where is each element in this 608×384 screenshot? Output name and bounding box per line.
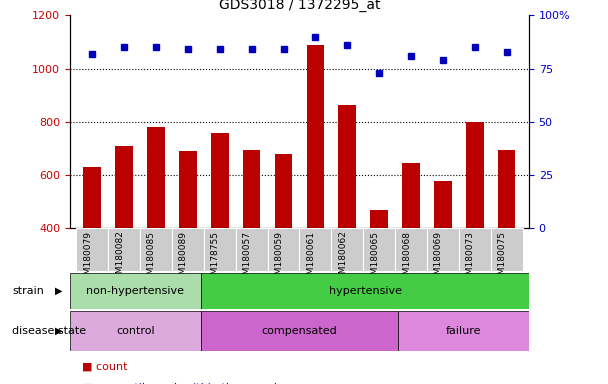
Bar xyxy=(466,122,483,228)
Text: disease state: disease state xyxy=(12,326,86,336)
Text: GSM180082: GSM180082 xyxy=(115,230,124,285)
Bar xyxy=(70,273,201,309)
Bar xyxy=(268,228,299,271)
Text: GSM180069: GSM180069 xyxy=(434,230,443,286)
Bar xyxy=(339,104,356,228)
Text: ■ percentile rank within the sample: ■ percentile rank within the sample xyxy=(82,383,284,384)
Bar xyxy=(491,228,523,271)
Text: ■ count: ■ count xyxy=(82,362,128,372)
Bar xyxy=(300,228,331,271)
Text: failure: failure xyxy=(446,326,481,336)
Text: GSM180062: GSM180062 xyxy=(338,230,347,285)
Bar xyxy=(108,228,140,271)
Bar xyxy=(275,154,292,228)
Title: GDS3018 / 1372295_at: GDS3018 / 1372295_at xyxy=(219,0,380,12)
Bar xyxy=(211,132,229,228)
Text: compensated: compensated xyxy=(261,326,337,336)
Bar xyxy=(83,167,101,228)
Bar xyxy=(427,228,459,271)
Bar xyxy=(243,150,260,228)
Bar xyxy=(402,163,420,228)
Bar xyxy=(76,228,108,271)
Bar xyxy=(459,228,491,271)
Text: non-hypertensive: non-hypertensive xyxy=(86,286,184,296)
Bar xyxy=(204,228,236,271)
Text: hypertensive: hypertensive xyxy=(328,286,401,296)
Bar xyxy=(179,151,196,228)
Text: GSM180068: GSM180068 xyxy=(402,230,411,286)
Bar xyxy=(363,228,395,271)
Bar xyxy=(398,311,529,351)
Text: GSM180059: GSM180059 xyxy=(274,230,283,286)
Text: ▶: ▶ xyxy=(55,286,62,296)
Text: GSM178755: GSM178755 xyxy=(211,230,219,286)
Text: GSM180089: GSM180089 xyxy=(179,230,188,286)
Bar xyxy=(434,180,452,228)
Text: GSM180085: GSM180085 xyxy=(147,230,156,286)
Bar xyxy=(172,228,204,271)
Bar xyxy=(201,311,398,351)
Bar xyxy=(70,311,201,351)
Text: GSM180073: GSM180073 xyxy=(466,230,475,286)
Bar xyxy=(498,150,516,228)
Text: ▶: ▶ xyxy=(55,326,62,336)
Bar xyxy=(395,228,427,271)
Bar xyxy=(306,45,324,228)
Bar xyxy=(236,228,268,271)
Text: GSM180075: GSM180075 xyxy=(497,230,506,286)
Bar xyxy=(370,210,388,228)
Bar xyxy=(331,228,363,271)
Text: GSM180061: GSM180061 xyxy=(306,230,316,286)
Text: strain: strain xyxy=(12,286,44,296)
Bar xyxy=(147,127,165,228)
Text: GSM180065: GSM180065 xyxy=(370,230,379,286)
Text: control: control xyxy=(116,326,155,336)
Bar xyxy=(201,273,529,309)
Text: GSM180057: GSM180057 xyxy=(243,230,252,286)
Bar xyxy=(116,146,133,228)
Bar xyxy=(140,228,172,271)
Text: GSM180079: GSM180079 xyxy=(83,230,92,286)
